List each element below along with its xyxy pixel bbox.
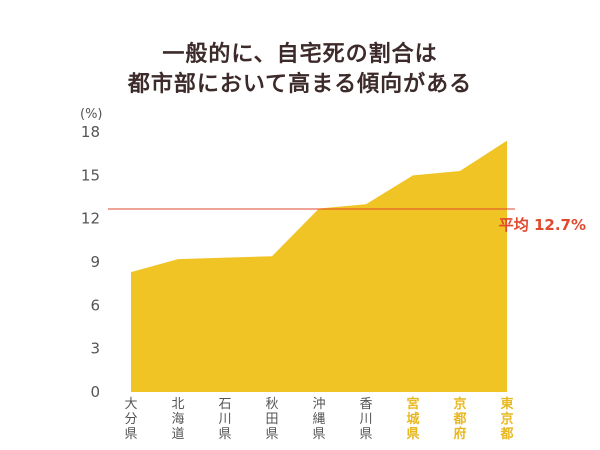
average-label: 平均 12.7% — [499, 216, 586, 234]
x-category-label: 香川県 — [359, 397, 372, 442]
x-category-label: 沖縄県 — [312, 397, 325, 442]
y-tick-label: 6 — [90, 296, 100, 314]
y-tick-label: 12 — [81, 210, 100, 228]
y-tick-label: 18 — [81, 123, 100, 141]
y-tick-label: 0 — [90, 383, 100, 401]
x-category-label: 宮城県 — [406, 396, 419, 442]
x-category-label: 大分県 — [124, 397, 137, 442]
y-tick-label: 15 — [81, 166, 100, 184]
x-category-label: 東京都 — [499, 396, 513, 442]
area-series — [131, 140, 507, 392]
x-category-label: 秋田県 — [265, 397, 278, 442]
x-category-label: 北海道 — [171, 397, 184, 442]
chart-title-line-2: 都市部において高まる傾向がある — [127, 72, 473, 97]
chart-title-line-1: 一般的に、自宅死の割合は — [162, 42, 438, 67]
x-category-label: 石川県 — [218, 397, 231, 442]
x-category-label: 京都府 — [452, 396, 466, 442]
y-tick-label: 3 — [90, 340, 100, 358]
y-tick-label: 9 — [90, 253, 100, 271]
y-unit-label: (%) — [80, 107, 103, 122]
